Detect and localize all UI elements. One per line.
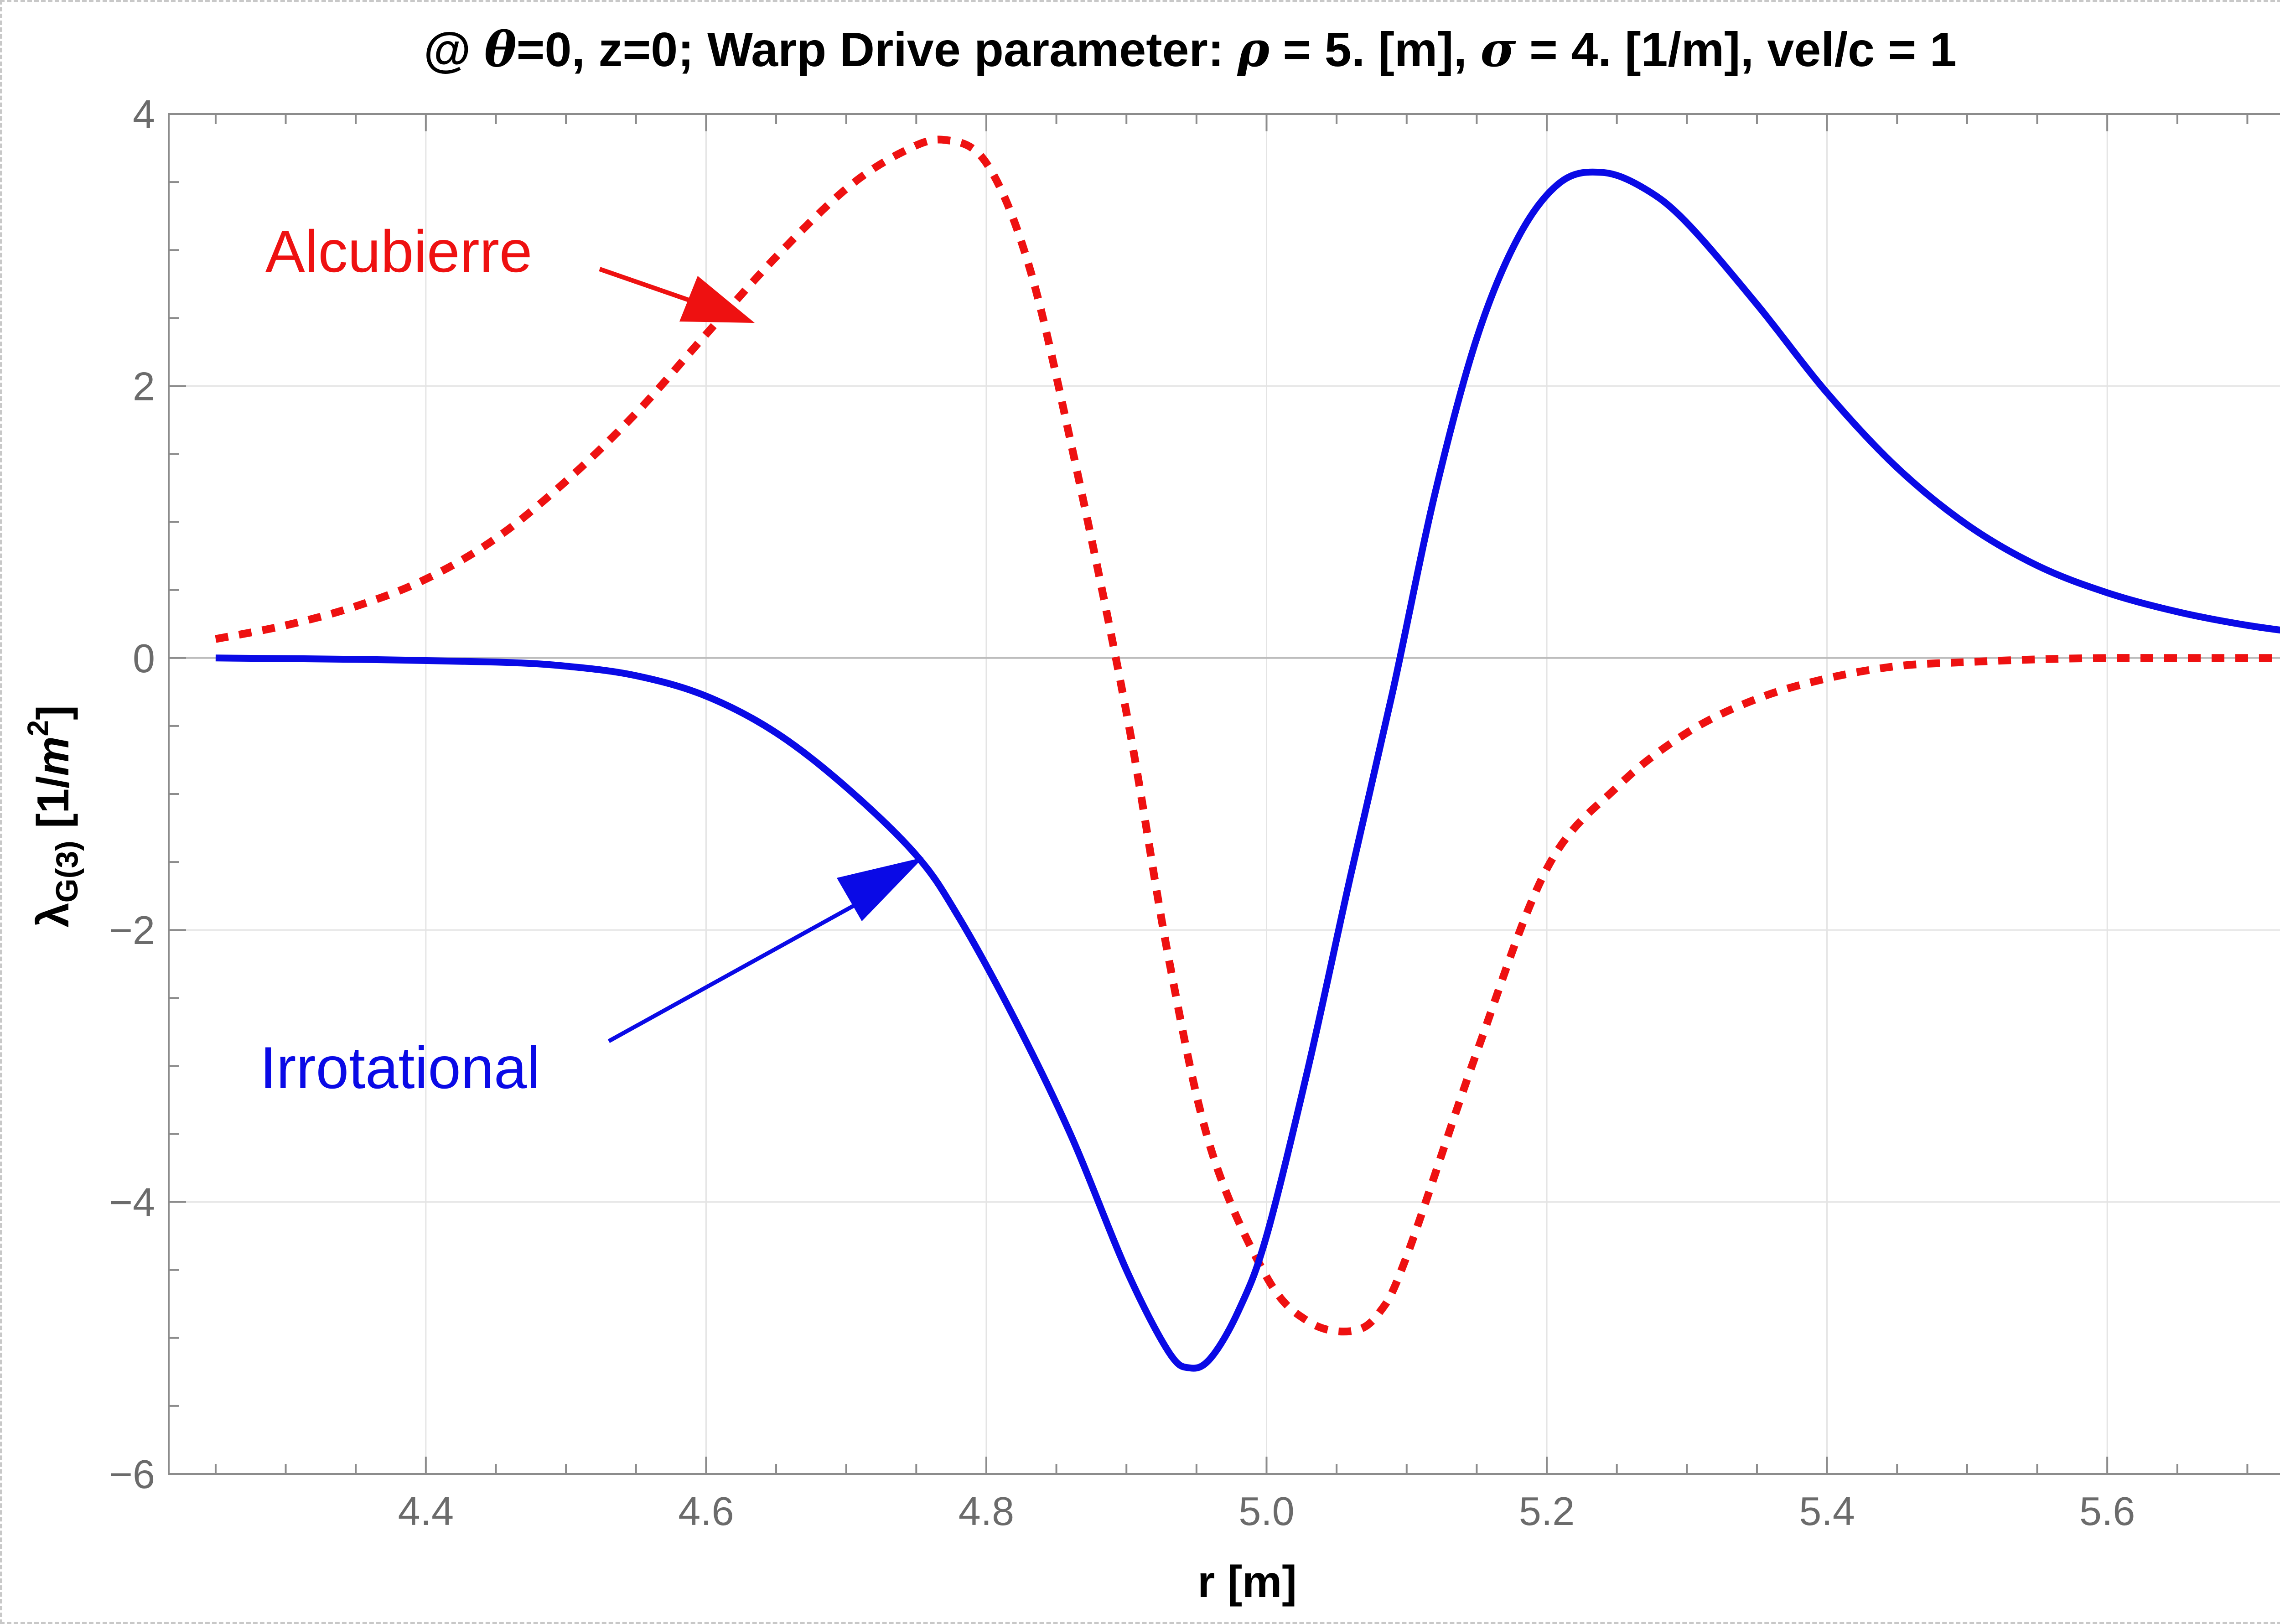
y-label-symbol: λ xyxy=(28,903,78,928)
x-tick-label: 4.6 xyxy=(678,1489,734,1534)
y-tick-label: −4 xyxy=(109,1180,155,1225)
annotation-irrotational-arrow-line xyxy=(607,894,872,1043)
title-theta-symbol: θ xyxy=(484,21,517,78)
x-tick-label: 5.4 xyxy=(1799,1489,1855,1534)
plot-frame xyxy=(168,113,2280,1475)
y-tick-label: −6 xyxy=(109,1452,155,1497)
annotation-alcubierre-arrowhead xyxy=(679,276,755,323)
tick-layer: 4.4 4.6 4.8 5.0 5.2 5.4 5.6 4 2 0 −2 −4 −6 xyxy=(109,92,2249,1534)
y-label-unit-sup: 2 xyxy=(21,720,54,737)
x-tick-label: 5.6 xyxy=(2079,1489,2135,1534)
title-sigma-symbol: σ xyxy=(1480,21,1516,78)
y-label-subscript: G(3) xyxy=(50,841,84,903)
chart-title: @ θ=0, z=0; Warp Drive parameter: ρ = 5.… xyxy=(424,21,1957,78)
x-tick-label: 4.4 xyxy=(398,1489,454,1534)
y-tick-label: 4 xyxy=(133,92,155,137)
annotation-alcubierre: Alcubierre xyxy=(265,218,532,285)
series-line-irrotational xyxy=(215,168,2280,1372)
series-line-alcubierre xyxy=(215,135,2280,1336)
x-axis-label: r [m] xyxy=(1197,1557,1297,1607)
annotation-irrotational: Irrotational xyxy=(260,1034,540,1101)
title-rho-symbol: ρ xyxy=(1237,21,1270,78)
title-after-sigma: = 4. [1/m], vel/c = 1 xyxy=(1516,23,1957,77)
title-prefix: @ xyxy=(424,23,484,77)
x-tick-label: 4.8 xyxy=(959,1489,1014,1534)
x-tick-label: 5.2 xyxy=(1519,1489,1575,1534)
title-after-theta: =0, z=0; Warp Drive parameter: xyxy=(517,23,1238,77)
annotation-irrotational-arrowhead xyxy=(837,857,923,921)
y-label-unit-var: m xyxy=(28,736,78,776)
y-tick-label: −2 xyxy=(109,908,155,953)
series-layer xyxy=(215,135,2280,1372)
x-tick-label: 5.0 xyxy=(1238,1489,1294,1534)
y-label-unit-open: [1/ xyxy=(28,776,78,841)
y-label-unit-close: ] xyxy=(28,705,78,720)
grid-layer xyxy=(169,113,2280,1475)
y-axis-label: λG(3) [1/m2] xyxy=(21,705,84,927)
y-tick-label: 2 xyxy=(133,363,155,409)
y-tick-label: 0 xyxy=(133,636,155,681)
title-after-rho: = 5. [m], xyxy=(1270,23,1480,77)
